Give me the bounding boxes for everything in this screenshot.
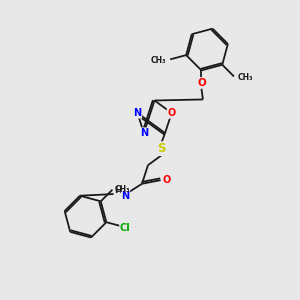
Text: N: N <box>140 128 148 138</box>
Text: CH₃: CH₃ <box>115 185 130 194</box>
Text: N: N <box>133 108 141 118</box>
Text: Cl: Cl <box>120 223 131 233</box>
Text: O: O <box>167 108 176 118</box>
Text: S: S <box>157 142 166 155</box>
Text: O: O <box>197 78 206 88</box>
Text: CH₃: CH₃ <box>151 56 166 65</box>
Text: N: N <box>122 191 130 201</box>
Text: H: H <box>114 187 122 196</box>
Text: O: O <box>163 175 171 185</box>
Text: CH₃: CH₃ <box>238 74 253 82</box>
